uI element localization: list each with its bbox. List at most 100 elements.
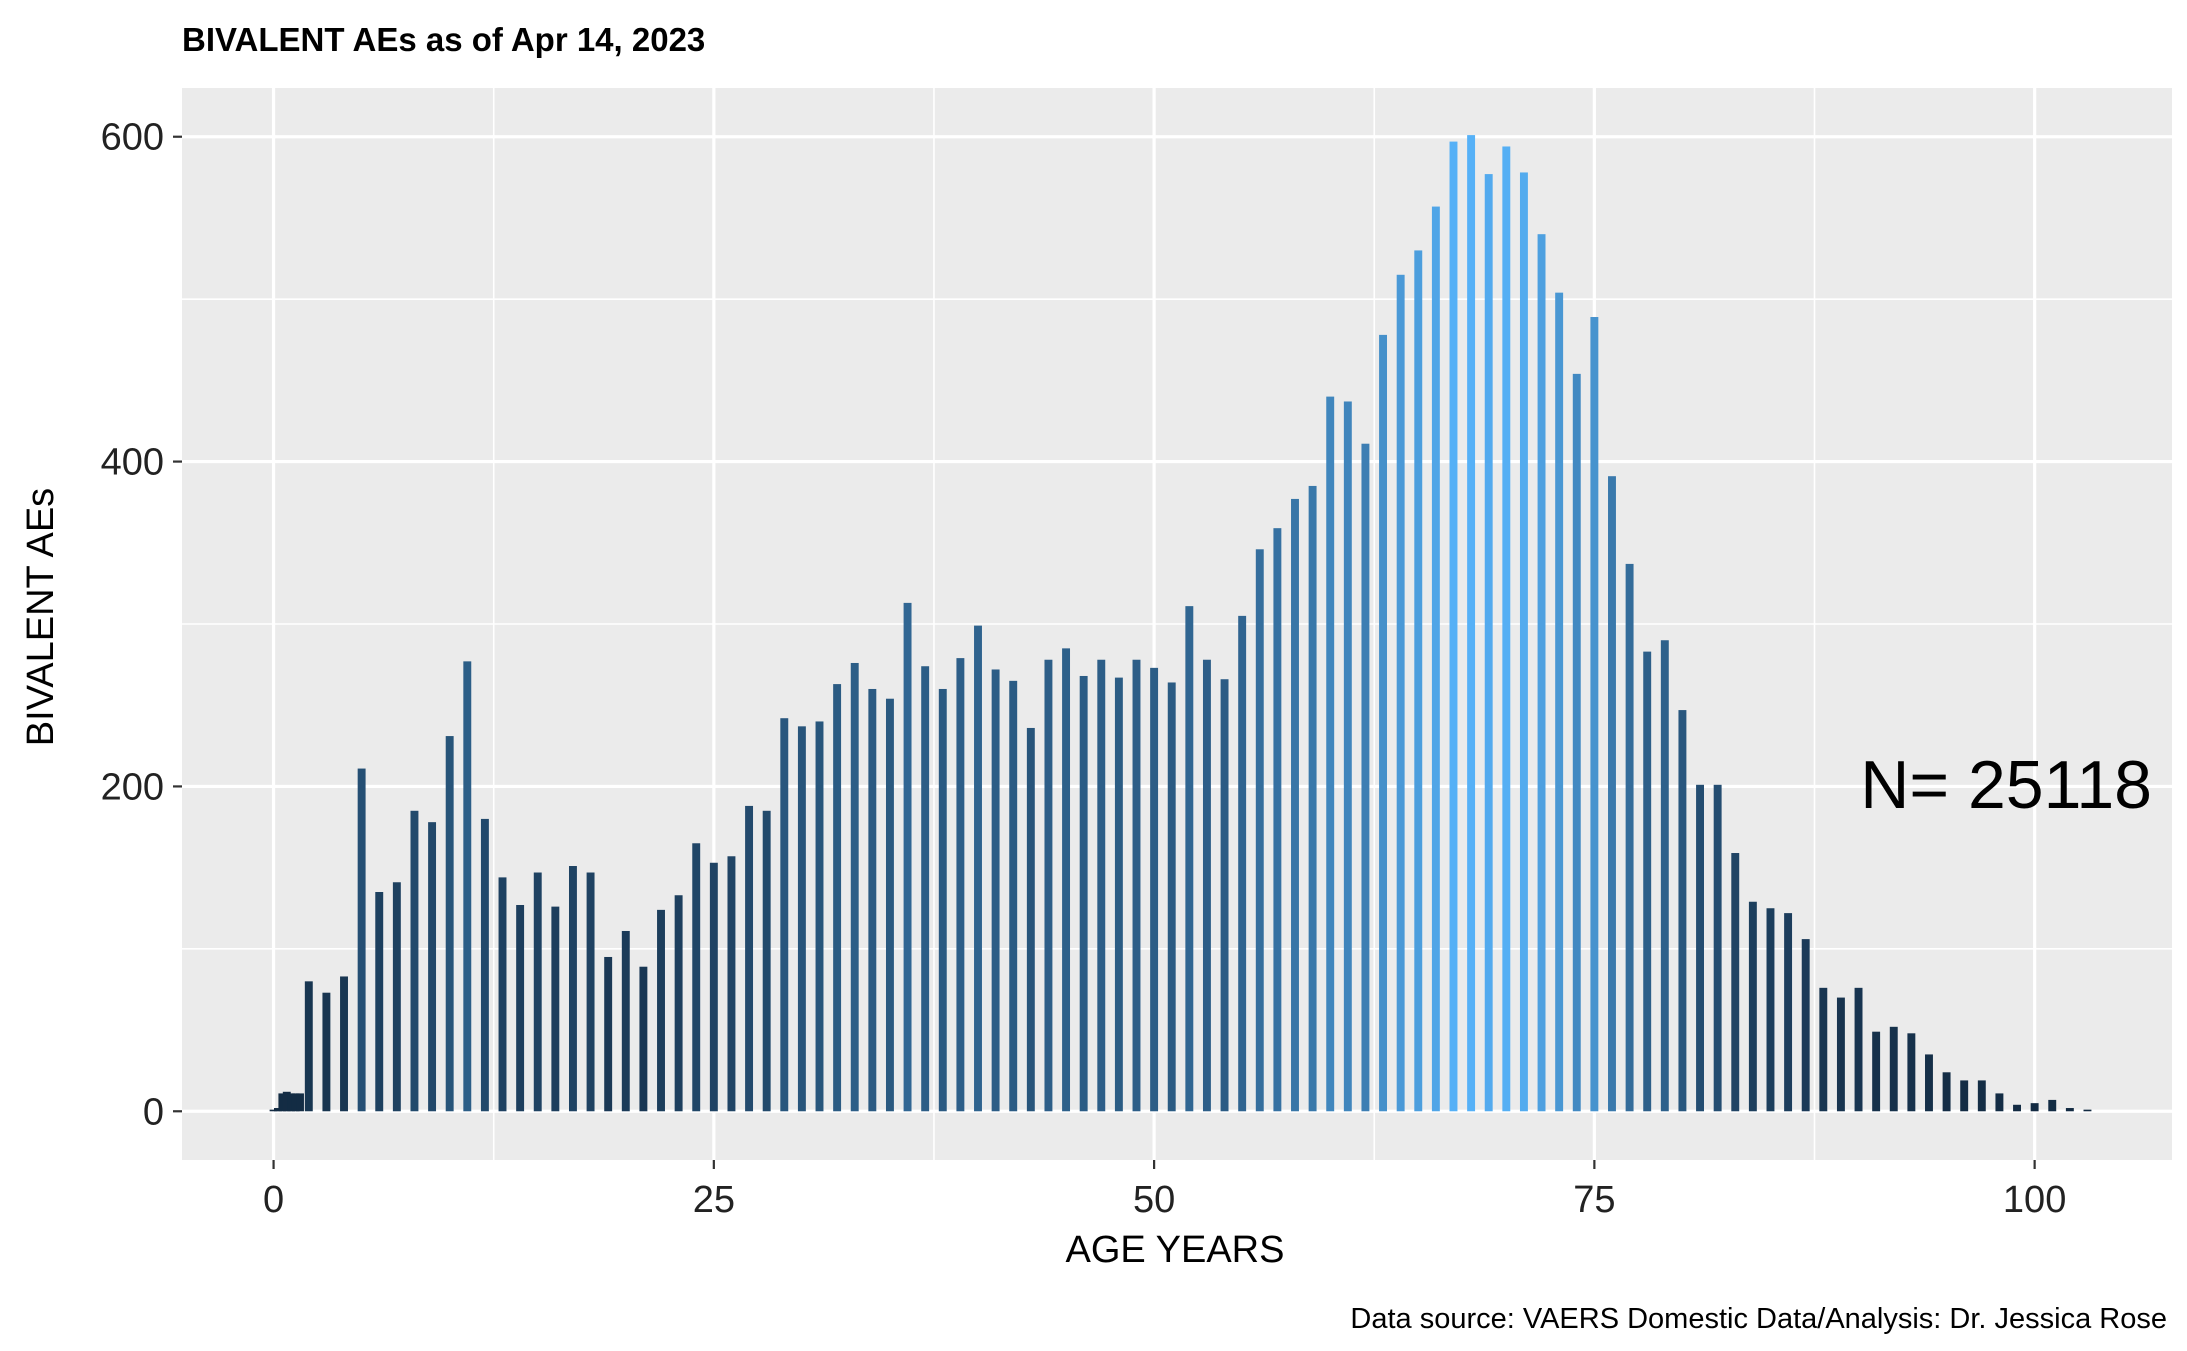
x-tick-label: 50 (1133, 1179, 1175, 1221)
x-axis: 0 25 50 75 100 (263, 1160, 2066, 1221)
bar (692, 843, 701, 1112)
bars (269, 135, 2092, 1112)
bar (269, 1109, 278, 1112)
bar (1872, 1031, 1881, 1112)
bar (1836, 997, 1845, 1112)
bar (516, 904, 525, 1112)
y-tick-label: 600 (101, 117, 164, 159)
bar (304, 981, 313, 1112)
bar (1907, 1033, 1916, 1112)
bar (1625, 563, 1634, 1112)
bar (815, 721, 824, 1112)
bar (296, 1093, 304, 1112)
y-tick-label: 400 (101, 442, 164, 484)
bar (1537, 234, 1546, 1112)
bar (991, 669, 1000, 1112)
bar (1925, 1054, 1933, 1112)
bar (2083, 1109, 2092, 1112)
bar (1502, 146, 1511, 1112)
x-tick-label: 75 (1573, 1179, 1615, 1221)
bar (1467, 135, 1476, 1112)
y-tick-label: 200 (101, 766, 164, 808)
bar (1801, 939, 1810, 1112)
bar (1097, 659, 1106, 1112)
bar (1960, 1080, 1969, 1112)
bar (322, 992, 331, 1112)
bar (1484, 174, 1493, 1112)
bar (1731, 853, 1740, 1112)
bar (1660, 640, 1669, 1112)
data-source-caption: Data source: VAERS Domestic Data/Analysi… (1350, 1303, 2167, 1335)
bar (1713, 784, 1722, 1112)
bar (1396, 274, 1405, 1112)
bar (974, 625, 982, 1112)
bar (885, 698, 894, 1112)
bar (1326, 396, 1335, 1112)
bar (480, 818, 489, 1112)
y-axis: 0 200 400 600 (101, 117, 182, 1133)
bar (463, 661, 472, 1112)
bar (2065, 1108, 2074, 1112)
bar (1766, 908, 1775, 1112)
chart-title: BIVALENT AEs as of Apr 14, 2023 (182, 21, 705, 58)
bar (762, 810, 771, 1112)
bar (287, 1093, 296, 1112)
n-annotation: N= 25118 (1860, 747, 2152, 823)
bar (674, 895, 683, 1112)
bar (1220, 679, 1229, 1112)
bar (1819, 987, 1828, 1112)
x-tick-label: 0 (263, 1179, 284, 1221)
bar (1678, 710, 1687, 1112)
bar (745, 805, 754, 1112)
x-tick-label: 100 (2003, 1179, 2066, 1221)
bar (410, 810, 419, 1112)
bar (1449, 141, 1458, 1112)
bar (1291, 498, 1299, 1112)
bar (1238, 615, 1247, 1112)
bar (568, 866, 577, 1112)
bar (533, 872, 542, 1112)
bar (1854, 987, 1863, 1112)
bar (586, 872, 595, 1112)
bar (1079, 675, 1088, 1112)
bar (797, 726, 806, 1112)
bar (1273, 528, 1282, 1112)
bar (727, 856, 736, 1112)
x-axis-title: AGE YEARS (1066, 1229, 1285, 1271)
bar (1150, 667, 1159, 1112)
bar (274, 1108, 282, 1112)
bar (1431, 206, 1440, 1112)
bar (1167, 682, 1176, 1112)
bar (1132, 659, 1141, 1112)
bar (1572, 373, 1581, 1112)
bar (1748, 901, 1757, 1112)
bar (621, 930, 630, 1112)
bar (282, 1091, 291, 1112)
bar (1942, 1072, 1951, 1112)
bar (291, 1093, 300, 1112)
y-axis-title: BIVALENT AEs (20, 488, 62, 746)
bar (498, 877, 507, 1112)
bar (1414, 250, 1423, 1112)
bar (1643, 651, 1652, 1112)
bar (1784, 913, 1793, 1112)
bar (1608, 476, 1616, 1112)
bar (357, 768, 366, 1112)
bar (375, 892, 384, 1112)
bar (2048, 1099, 2057, 1112)
bar (956, 658, 965, 1112)
bar (1202, 659, 1211, 1112)
bar (1255, 549, 1264, 1112)
bar (1519, 172, 1528, 1112)
bar (1696, 784, 1704, 1112)
bar (1590, 317, 1599, 1112)
bar (392, 882, 401, 1112)
bar (604, 956, 613, 1112)
bar (2030, 1103, 2039, 1112)
bar (428, 822, 437, 1112)
bar (551, 906, 560, 1112)
bar (445, 736, 454, 1112)
bar (2013, 1104, 2021, 1112)
bar (1343, 401, 1352, 1112)
